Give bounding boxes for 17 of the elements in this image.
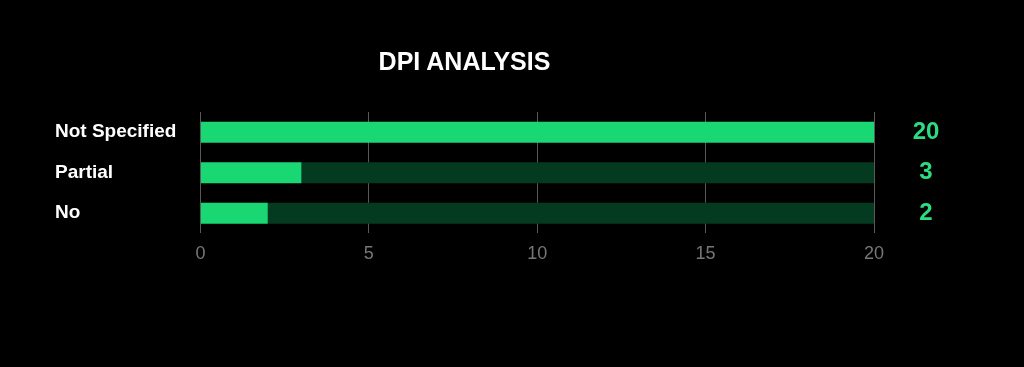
y-tick-label: Not Specified — [55, 120, 177, 142]
x-tick-label: 10 — [527, 243, 548, 264]
bar — [200, 162, 302, 184]
y-tick-label: Partial — [55, 160, 114, 182]
y-tick-label: No — [55, 201, 81, 223]
bar — [267, 202, 874, 224]
bar — [200, 202, 268, 224]
x-tick-label: 15 — [695, 243, 716, 264]
x-tick-label: 20 — [863, 243, 885, 264]
data-label: 2 — [919, 197, 933, 225]
x-tick-label: 5 — [363, 243, 374, 264]
bar — [200, 121, 874, 143]
x-tick-label: 0 — [195, 243, 206, 264]
bar — [301, 162, 874, 184]
data-label: 3 — [919, 157, 933, 185]
data-label: 20 — [912, 116, 940, 144]
chart-title: DPI ANALYSIS — [378, 46, 551, 75]
